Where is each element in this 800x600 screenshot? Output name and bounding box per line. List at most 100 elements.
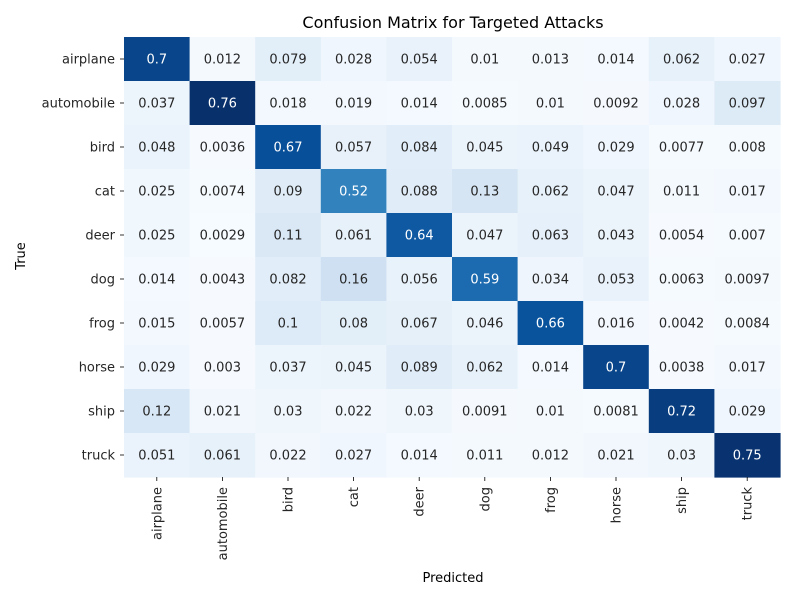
cell-value-label: 0.014 <box>401 449 438 464</box>
heatmap-cell <box>255 257 322 302</box>
heatmap-cell <box>452 81 519 126</box>
cell-value-label: 0.0036 <box>200 141 246 156</box>
cell-value-label: 0.08 <box>339 317 368 332</box>
cell-value-label: 0.016 <box>597 317 634 332</box>
heatmap-cell <box>255 389 322 434</box>
chart-title: Confusion Matrix for Targeted Attacks <box>302 13 603 32</box>
cell-value-label: 0.7 <box>146 53 167 68</box>
cell-value-label: 0.037 <box>269 361 306 376</box>
cell-value-label: 0.045 <box>466 141 503 156</box>
cell-value-label: 0.0057 <box>200 317 246 332</box>
cell-value-label: 0.029 <box>729 405 766 420</box>
heatmap-cell <box>189 433 256 478</box>
heatmap-cell <box>320 169 387 214</box>
heatmap-cell <box>583 433 650 478</box>
heatmap-cell <box>714 37 781 82</box>
cell-value-label: 0.01 <box>536 97 565 112</box>
cell-value-label: 0.13 <box>470 185 499 200</box>
x-tick-label: deer <box>413 486 428 516</box>
heatmap-cell <box>517 213 584 258</box>
cell-value-label: 0.59 <box>470 273 499 288</box>
heatmap-cell <box>320 81 387 126</box>
cell-value-label: 0.082 <box>269 273 306 288</box>
x-tick-label: truck <box>741 487 756 521</box>
heatmap-cell <box>452 213 519 258</box>
heatmap-cell <box>714 389 781 434</box>
cell-value-label: 0.72 <box>667 405 696 420</box>
heatmap-cell <box>320 37 387 82</box>
heatmap-cell <box>189 257 256 302</box>
x-axis-label: Predicted <box>422 571 483 586</box>
cell-value-label: 0.0029 <box>200 229 246 244</box>
cell-value-label: 0.067 <box>401 317 438 332</box>
cell-value-label: 0.079 <box>269 53 306 68</box>
heatmap-cell <box>189 37 256 82</box>
cell-value-label: 0.048 <box>138 141 175 156</box>
cell-value-label: 0.062 <box>466 361 503 376</box>
heatmap-cell <box>386 301 453 346</box>
heatmap-cell <box>124 389 191 434</box>
cell-value-label: 0.028 <box>663 97 700 112</box>
heatmap-cell <box>189 169 256 214</box>
cell-value-label: 0.054 <box>401 53 438 68</box>
cell-value-label: 0.64 <box>405 229 434 244</box>
cell-value-label: 0.012 <box>204 53 241 68</box>
heatmap-cell <box>386 169 453 214</box>
heatmap-cell <box>583 169 650 214</box>
heatmap-cells: 0.7 0.012 0.079 0.028 0.054 0.01 0.013 0.014 0.0… <box>124 37 781 478</box>
y-axis-label: True <box>14 242 29 271</box>
y-tick-label: deer <box>85 229 115 244</box>
heatmap-cell <box>648 169 715 214</box>
heatmap-cell <box>452 37 519 82</box>
heatmap-cell <box>320 213 387 258</box>
heatmap-cell <box>648 125 715 170</box>
cell-value-label: 0.063 <box>532 229 569 244</box>
cell-value-label: 0.019 <box>335 97 372 112</box>
heatmap-cell <box>255 213 322 258</box>
cell-value-label: 0.52 <box>339 185 368 200</box>
heatmap-cell <box>452 345 519 390</box>
heatmap-cell <box>255 433 322 478</box>
heatmap-cell <box>452 125 519 170</box>
heatmap-cell <box>124 301 191 346</box>
heatmap-cell <box>648 213 715 258</box>
cell-value-label: 0.12 <box>142 405 171 420</box>
heatmap-cell <box>714 213 781 258</box>
cell-value-label: 0.045 <box>335 361 372 376</box>
heatmap-cell <box>124 125 191 170</box>
cell-value-label: 0.0043 <box>200 273 246 288</box>
heatmap-cell <box>189 81 256 126</box>
cell-value-label: 0.047 <box>466 229 503 244</box>
heatmap-cell <box>517 125 584 170</box>
heatmap-cell <box>583 37 650 82</box>
cell-value-label: 0.025 <box>138 185 175 200</box>
cell-value-label: 0.0077 <box>659 141 705 156</box>
x-tick-label: automobile <box>216 487 231 560</box>
heatmap-cell <box>517 81 584 126</box>
heatmap-cell <box>714 301 781 346</box>
cell-value-label: 0.029 <box>138 361 175 376</box>
heatmap-cell <box>583 213 650 258</box>
heatmap-cell <box>320 125 387 170</box>
heatmap-cell <box>320 345 387 390</box>
cell-value-label: 0.088 <box>401 185 438 200</box>
cell-value-label: 0.0063 <box>659 273 705 288</box>
heatmap-cell <box>714 433 781 478</box>
heatmap-cell <box>517 389 584 434</box>
y-tick-label: airplane <box>62 53 115 68</box>
heatmap-cell <box>583 81 650 126</box>
x-tick-label: ship <box>675 487 690 514</box>
cell-value-label: 0.047 <box>597 185 634 200</box>
cell-value-label: 0.021 <box>204 405 241 420</box>
cell-value-label: 0.084 <box>401 141 438 156</box>
cell-value-label: 0.0092 <box>593 97 639 112</box>
heatmap-cell <box>714 125 781 170</box>
heatmap-cell <box>452 433 519 478</box>
y-tick-label: bird <box>90 141 115 156</box>
cell-value-label: 0.03 <box>667 449 696 464</box>
y-tick-label: truck <box>82 449 116 464</box>
heatmap-cell <box>714 169 781 214</box>
heatmap-cell <box>452 169 519 214</box>
heatmap-cell <box>320 433 387 478</box>
heatmap-cell <box>386 125 453 170</box>
